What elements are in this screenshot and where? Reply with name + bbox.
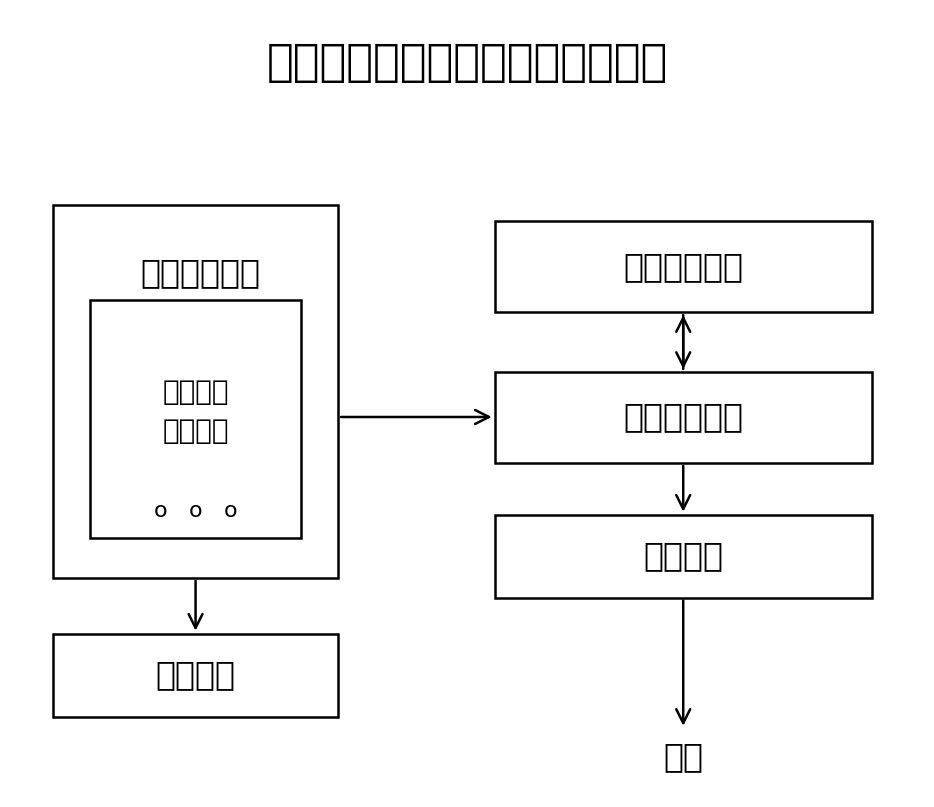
Bar: [495, 221, 871, 312]
Text: 官方数据信息: 官方数据信息: [623, 250, 743, 282]
Bar: [90, 300, 302, 538]
Bar: [495, 515, 871, 598]
Bar: [53, 633, 338, 717]
Bar: [495, 372, 871, 463]
Text: 数据捕捉单元: 数据捕捉单元: [140, 256, 261, 289]
Text: 数据对比单元: 数据对比单元: [623, 400, 743, 433]
Bar: [53, 205, 338, 578]
Text: 通信单元: 通信单元: [644, 539, 723, 572]
Text: o   o   o: o o o: [154, 500, 237, 521]
Text: 用户: 用户: [663, 740, 703, 773]
Text: 存储模块: 存储模块: [156, 659, 235, 692]
Text: 用于资金发放系统的资料校验模块: 用于资金发放系统的资料校验模块: [266, 41, 668, 84]
Text: 工商数据
税务数据: 工商数据 税务数据: [163, 378, 229, 445]
